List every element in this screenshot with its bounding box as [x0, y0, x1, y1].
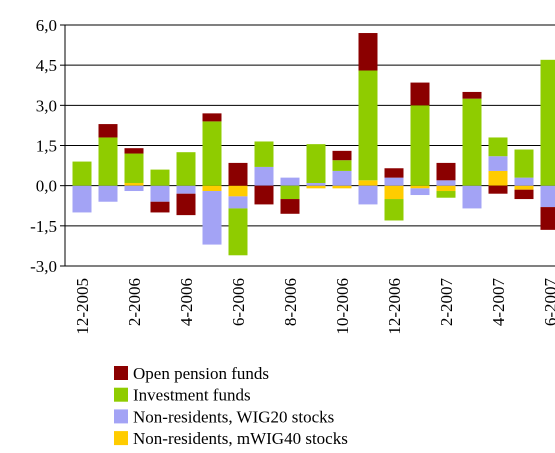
legend-label: Investment funds [133, 386, 251, 405]
legend-label: Non-residents, mWIG40 stocks [133, 429, 348, 448]
bar [384, 199, 404, 221]
bar [280, 199, 300, 214]
bar [332, 185, 352, 189]
bar [98, 124, 118, 138]
legend-swatch [114, 366, 128, 380]
x-tick-label: 8-2006 [281, 278, 300, 326]
bar [176, 185, 196, 194]
bar [462, 185, 482, 209]
bar [72, 161, 92, 186]
bar [540, 207, 555, 230]
legend-label: Non-residents, WIG20 stocks [133, 407, 334, 426]
x-tick-label: 10-2006 [333, 278, 352, 335]
y-tick-label: 4,5 [36, 56, 57, 75]
bar [202, 191, 222, 245]
bar [150, 169, 170, 186]
bar [306, 185, 326, 189]
bar [514, 177, 534, 186]
bar [150, 185, 170, 202]
bar [488, 185, 508, 194]
y-tick-label: 1,5 [36, 137, 57, 156]
bar [124, 182, 144, 186]
bar [514, 189, 534, 200]
bar [150, 201, 170, 213]
bar [436, 180, 456, 186]
x-tick-label: 4-2007 [489, 278, 508, 327]
bar [410, 105, 430, 186]
bar [202, 185, 222, 192]
bar [254, 185, 274, 205]
legend-swatch [114, 387, 128, 402]
x-tick-label: 12-2006 [385, 278, 404, 335]
bar [384, 177, 404, 186]
bar [306, 182, 326, 186]
bar [176, 152, 196, 186]
bar [436, 191, 456, 198]
x-tick-label: 6-2006 [229, 278, 248, 326]
bar [228, 185, 248, 197]
bar [358, 185, 378, 205]
bar [436, 162, 456, 181]
bar [124, 148, 144, 154]
bar [410, 185, 430, 189]
legend-swatch [114, 431, 128, 446]
bar [462, 91, 482, 99]
bar [72, 185, 92, 213]
bar [124, 153, 144, 183]
bar [176, 193, 196, 216]
x-tick-label: 6-2007 [541, 278, 555, 327]
bar [488, 137, 508, 157]
bar [514, 149, 534, 178]
bar [436, 185, 456, 192]
bar [384, 185, 404, 200]
bar [488, 170, 508, 186]
y-tick-label: 6,0 [36, 16, 57, 35]
bar [254, 166, 274, 186]
bar [228, 162, 248, 186]
bar [280, 185, 300, 200]
bar [202, 113, 222, 122]
legend-swatch [114, 409, 128, 424]
bar [254, 141, 274, 167]
bar [540, 59, 555, 186]
legend-label: Open pension funds [133, 364, 269, 383]
bar [410, 82, 430, 106]
bar [384, 168, 404, 178]
y-tick-label: -1,5 [30, 217, 57, 236]
bar [228, 208, 248, 256]
bar [462, 98, 482, 186]
bar [98, 137, 118, 186]
bar [98, 185, 118, 202]
y-tick-label: 3,0 [36, 96, 57, 115]
bar [332, 150, 352, 161]
bar [488, 156, 508, 171]
bar [124, 185, 144, 192]
bar [358, 180, 378, 186]
bar [540, 185, 555, 208]
y-tick-label: 0,0 [36, 177, 57, 196]
x-tick-label: 2-2006 [125, 278, 144, 326]
bar [514, 185, 534, 190]
bar [332, 160, 352, 171]
x-tick-label: 4-2006 [177, 278, 196, 326]
x-tick-label: 2-2007 [437, 278, 456, 327]
bar [280, 177, 300, 186]
bar [358, 33, 378, 71]
bar [202, 121, 222, 186]
x-tick-label: 12-2005 [73, 278, 92, 335]
bar [358, 70, 378, 181]
bar [410, 188, 430, 196]
bar [332, 170, 352, 186]
y-tick-label: -3,0 [30, 257, 57, 276]
bar [306, 144, 326, 183]
bar [228, 196, 248, 209]
